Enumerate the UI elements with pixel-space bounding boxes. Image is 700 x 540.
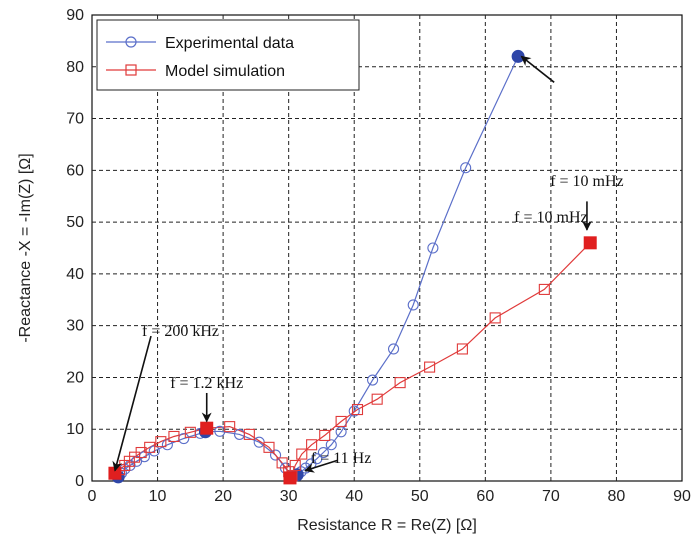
highlighted-point	[583, 236, 597, 250]
highlighted-point	[283, 471, 297, 485]
x-tick-label: 30	[280, 488, 298, 505]
y-tick-label: 0	[75, 473, 84, 490]
x-tick-label: 20	[214, 488, 232, 505]
x-tick-label: 60	[476, 488, 494, 505]
data-point	[224, 421, 236, 433]
x-tick-label: 50	[411, 488, 429, 505]
data-point	[296, 448, 308, 460]
x-tick-label: 40	[345, 488, 363, 505]
y-axis-label: -Reactance -X = -Im(Z) [Ω]	[17, 153, 34, 342]
data-point	[276, 457, 288, 469]
y-tick-label: 90	[66, 7, 84, 24]
annotation-label: f = 1.2 kHz	[170, 375, 243, 392]
data-point	[168, 430, 180, 443]
data-point	[243, 428, 255, 440]
data-point	[371, 393, 383, 405]
y-tick-label: 10	[66, 421, 84, 438]
data-point	[311, 453, 323, 465]
data-point	[427, 242, 439, 254]
data-point	[155, 436, 167, 448]
data-point	[407, 299, 419, 311]
data-point	[306, 439, 318, 451]
data-point	[538, 283, 550, 295]
legend-label-model: Model simulation	[165, 63, 285, 80]
data-point	[460, 162, 472, 174]
legend-label-experimental: Experimental data	[165, 35, 294, 52]
highlighted-point	[200, 421, 214, 435]
x-tick-label: 90	[673, 488, 691, 505]
data-point	[317, 446, 329, 459]
data-point	[161, 439, 173, 451]
annotation-label: f = 10 mHz	[550, 173, 623, 190]
x-tick-label: 70	[542, 488, 560, 505]
data-point	[184, 426, 196, 438]
data-point	[348, 405, 360, 417]
x-axis-label: Resistance R = Re(Z) [Ω]	[297, 517, 477, 534]
annotation-arrow	[112, 335, 152, 472]
data-point	[489, 312, 501, 324]
data-point	[319, 429, 331, 441]
y-tick-label: 50	[66, 214, 84, 231]
axis-ticks: 0 10 20 30 40 50 60 70 80 90 0 10 20 30 40 50 60 70 80 90	[66, 7, 691, 505]
data-point	[335, 415, 347, 428]
data-point	[388, 343, 400, 355]
annotation-arrow	[520, 55, 555, 83]
data-point	[394, 377, 406, 389]
x-tick-label: 0	[88, 488, 97, 505]
data-point	[456, 343, 468, 355]
x-tick-label: 80	[608, 488, 626, 505]
plot-area	[91, 14, 683, 482]
y-tick-label: 60	[66, 162, 84, 179]
data-point	[263, 441, 275, 453]
annotation-label: f = 10 mHz	[514, 209, 587, 226]
x-tick-label: 10	[149, 488, 167, 505]
legend-swatch-experimental-marker	[125, 36, 137, 48]
data-point	[367, 374, 379, 386]
y-tick-label: 80	[66, 59, 84, 76]
annotation-arrow	[304, 459, 339, 473]
data-point	[424, 361, 436, 373]
data-point	[144, 441, 156, 453]
y-tick-label: 30	[66, 318, 84, 335]
data-point	[289, 459, 301, 472]
legend: Experimental data Model simulation	[96, 19, 360, 91]
series-markers	[108, 49, 597, 485]
legend-swatch-model-marker	[125, 64, 137, 76]
annotation-label: f = 200 kHz	[142, 323, 219, 340]
y-tick-label: 70	[66, 111, 84, 128]
y-tick-label: 40	[66, 266, 84, 283]
data-point	[270, 449, 282, 461]
y-tick-label: 20	[66, 369, 84, 386]
legend-box	[96, 19, 360, 91]
annotation-label: f = 11 Hz	[311, 450, 371, 467]
data-point	[325, 439, 337, 451]
annotations: f = 10 mHz f = 10 mHz f = 200 kHz f = 1.2 k…	[112, 55, 624, 473]
data-point	[351, 403, 364, 416]
grid-lines	[92, 15, 682, 481]
